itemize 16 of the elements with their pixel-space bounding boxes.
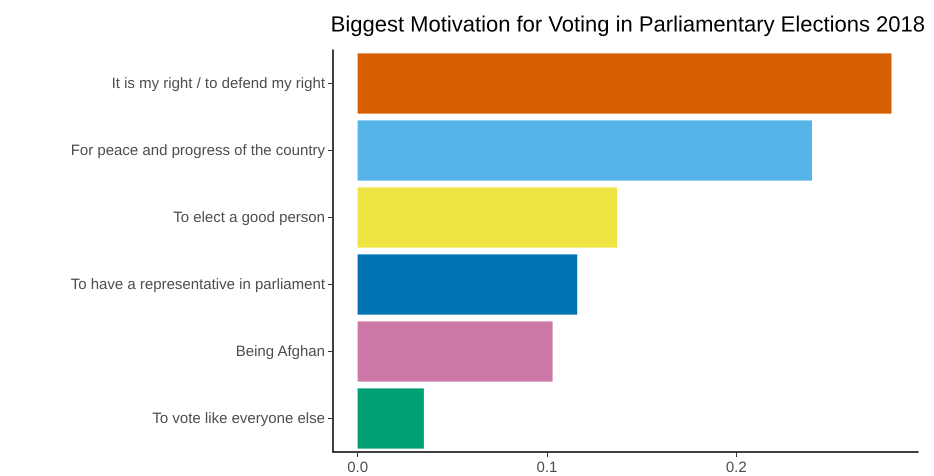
x-tick-label: 0.2 (726, 459, 747, 476)
bar (358, 53, 892, 114)
y-tick-label: For peace and progress of the country (70, 142, 326, 159)
y-tick-label: Being Afghan (236, 343, 325, 360)
bar (358, 187, 617, 248)
x-tick-label: 0.0 (347, 459, 368, 476)
y-tick-label: It is my right / to defend my right (112, 75, 326, 92)
bar (358, 254, 578, 315)
y-tick-label: To vote like everyone else (152, 410, 325, 427)
y-tick-label: To elect a good person (173, 209, 325, 226)
x-tick-label: 0.1 (536, 459, 558, 476)
y-tick-label: To have a representative in parliament (70, 276, 326, 293)
chart-title: Biggest Motivation for Voting in Parliamentary Elections 2018 (330, 12, 926, 36)
bar (358, 321, 553, 382)
bar (358, 120, 812, 181)
bar (358, 388, 424, 449)
